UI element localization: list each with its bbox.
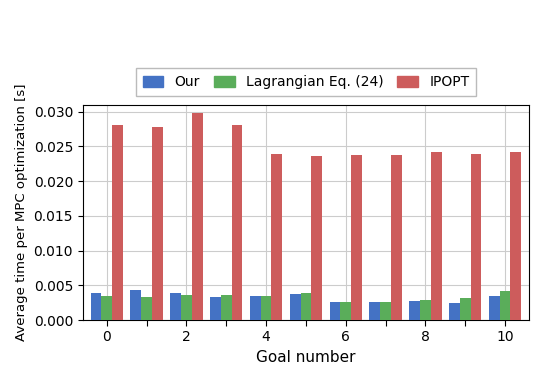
Bar	[141, 298, 152, 320]
Bar	[290, 294, 300, 320]
Bar	[250, 296, 261, 320]
X-axis label: Goal number: Goal number	[256, 350, 356, 365]
Bar	[271, 154, 282, 320]
Bar	[221, 295, 232, 320]
Bar	[369, 302, 380, 320]
Bar	[152, 127, 163, 320]
Bar	[489, 296, 500, 320]
Bar	[112, 125, 123, 320]
Bar	[391, 155, 401, 320]
Bar	[409, 301, 420, 320]
Bar	[300, 293, 311, 320]
Bar	[261, 296, 271, 320]
Bar	[210, 297, 221, 320]
Bar	[131, 290, 141, 320]
Bar	[170, 293, 181, 320]
Bar	[351, 155, 362, 320]
Bar	[500, 291, 510, 320]
Bar	[311, 156, 322, 320]
Bar	[232, 125, 242, 320]
Bar	[431, 152, 442, 320]
Y-axis label: Average time per MPC optimization [s]: Average time per MPC optimization [s]	[15, 84, 28, 341]
Bar	[90, 293, 101, 320]
Bar	[341, 302, 351, 320]
Bar	[460, 298, 471, 320]
Bar	[380, 302, 391, 320]
Bar	[191, 113, 202, 320]
Bar	[510, 152, 521, 320]
Bar	[449, 302, 460, 320]
Bar	[181, 295, 191, 320]
Bar	[330, 302, 341, 320]
Bar	[420, 300, 431, 320]
Bar	[101, 296, 112, 320]
Bar	[471, 154, 481, 320]
Legend: Our, Lagrangian Eq. (24), IPOPT: Our, Lagrangian Eq. (24), IPOPT	[135, 68, 476, 96]
